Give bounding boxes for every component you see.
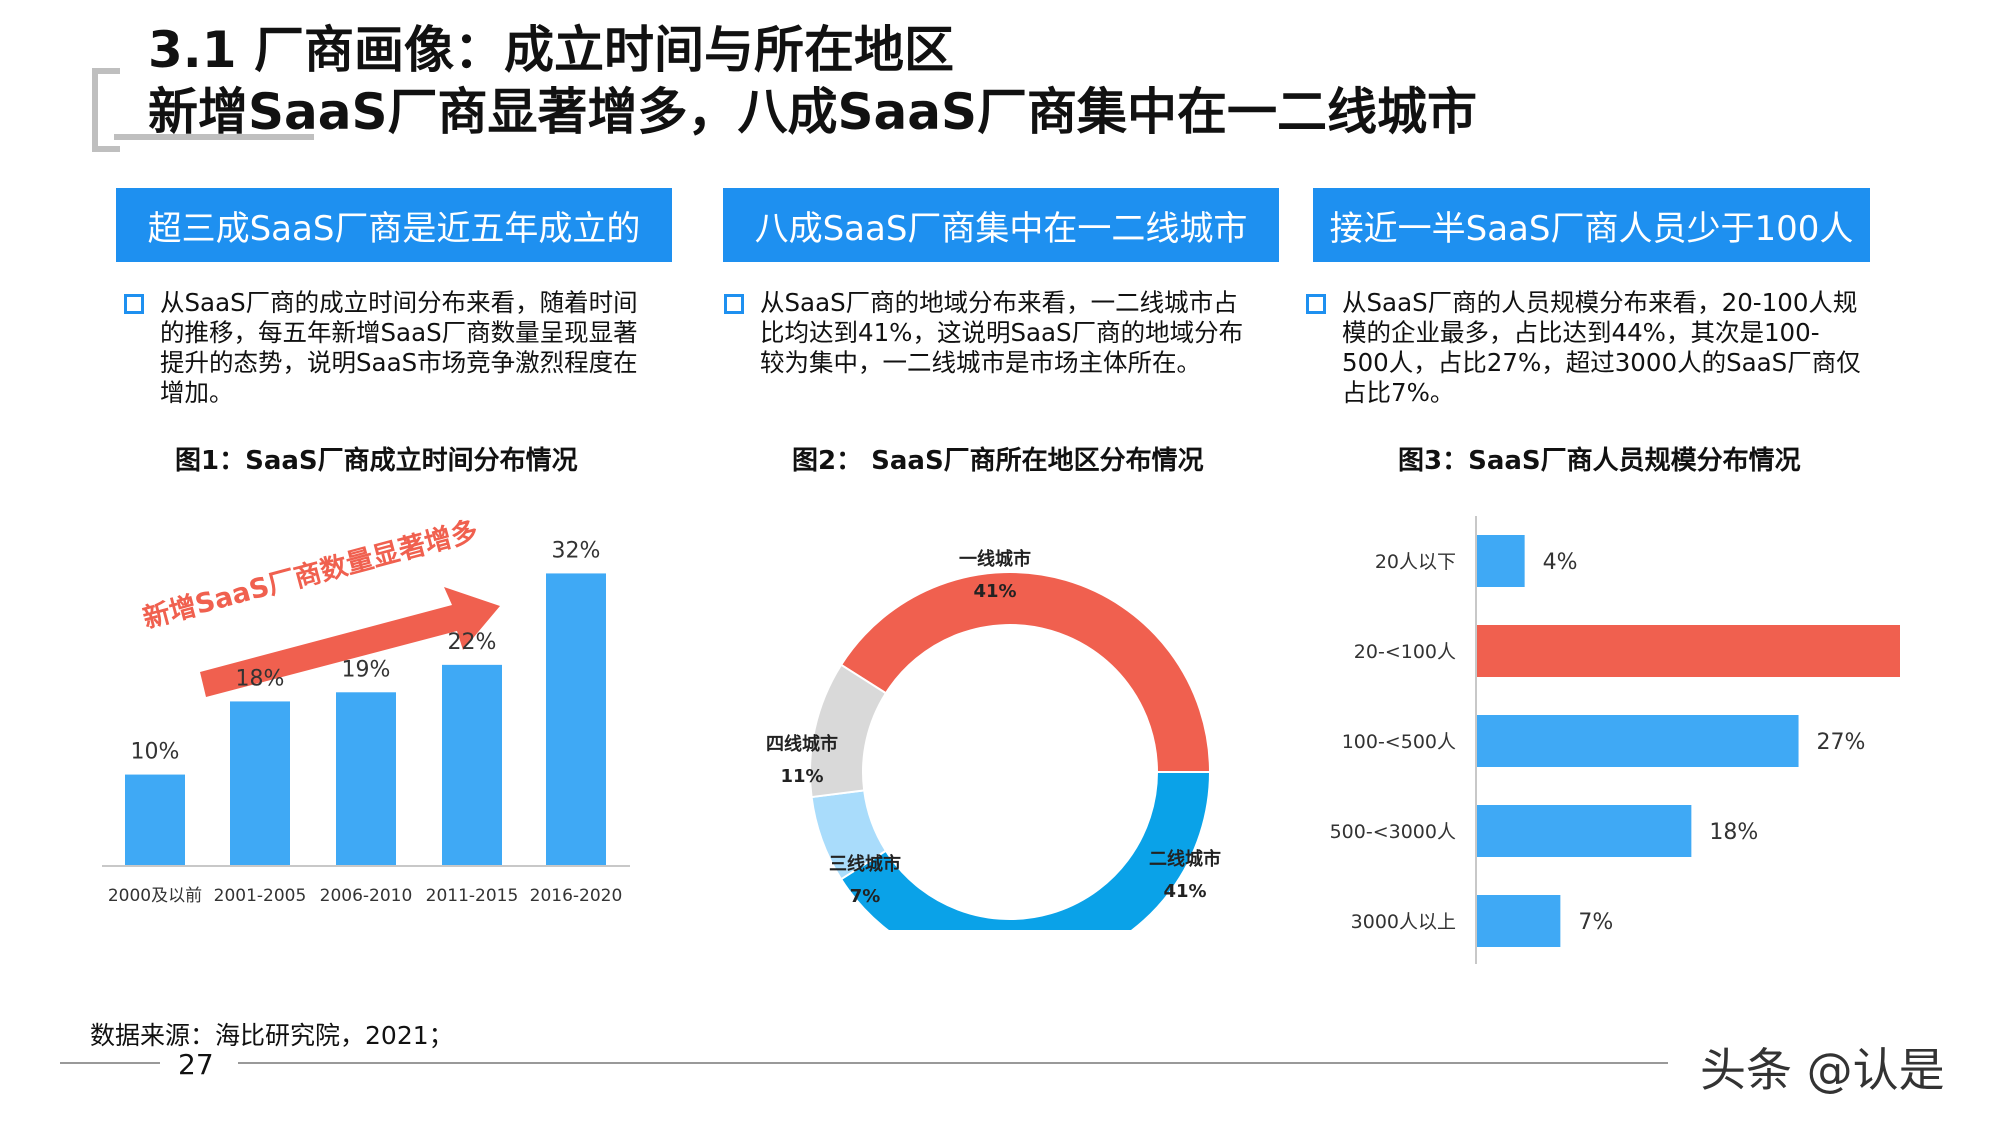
bar-value-label: 4%: [1543, 550, 1578, 575]
bar-value-label: 18%: [236, 666, 285, 691]
donut-slice: [839, 571, 1212, 773]
bar: [1477, 895, 1561, 947]
panel-2-text-line: 比均达到41%，这说明SaaS厂商的地域分布: [760, 318, 1244, 347]
page-subtitle: 新增SaaS厂商显著增多，八成SaaS厂商集中在一二线城市: [148, 83, 1478, 141]
category-label: 2016-2020: [530, 886, 623, 906]
figure-2-title: 图2： SaaS厂商所在地区分布情况: [792, 446, 1204, 476]
bullet-icon: [124, 294, 144, 314]
bullet-icon: [1306, 294, 1326, 314]
panel-1-heading: 超三成SaaS厂商是近五年成立的: [116, 188, 672, 262]
panel-2-text-line: 从SaaS厂商的地域分布来看，一二线城市占: [760, 288, 1238, 317]
bar-value-label: 19%: [342, 657, 391, 682]
data-source: 数据来源：海比研究院，2021；: [90, 1021, 454, 1050]
panel-1-text-line: 提升的态势，说明SaaS市场竞争激烈程度在: [160, 348, 638, 377]
bar: [1477, 805, 1692, 857]
category-label: 2011-2015: [426, 886, 519, 906]
donut-slice: [839, 771, 1212, 930]
page-title: 3.1 厂商画像：成立时间与所在地区: [148, 21, 954, 79]
slice-name-label: 一线城市: [959, 548, 1031, 570]
panel-1-text-line: 增加。: [160, 378, 234, 407]
panel-1-text-line: 从SaaS厂商的成立时间分布来看，随着时间: [160, 288, 638, 317]
bar: [336, 692, 396, 866]
bar-value-label: 32%: [552, 538, 601, 563]
bar: [125, 774, 185, 866]
panel-3-text-line: 500人，占比27%，超过3000人的SaaS厂商仅: [1342, 348, 1861, 377]
slice-value-label: 7%: [850, 886, 881, 907]
panel-3-text-line: 模的企业最多，占比达到44%，其次是100-: [1342, 318, 1820, 347]
figure-3-title: 图3：SaaS厂商人员规模分布情况: [1398, 446, 1801, 476]
panel-1-text-line: 的推移，每五年新增SaaS厂商数量呈现显著: [160, 318, 638, 347]
watermark-signature: 头条 @认是: [1700, 1043, 1945, 1097]
bar-value-label: 10%: [131, 740, 180, 765]
panel-3-heading: 接近一半SaaS厂商人员少于100人: [1313, 188, 1870, 262]
chart-region-distribution: 一线城市 41% 二线城市 41% 三线城市 7% 四线城市 11%: [766, 548, 1221, 930]
panel-2-text-line: 较为集中，一二线城市是市场主体所在。: [760, 348, 1201, 377]
footer-rule-right: [238, 1062, 1668, 1064]
footer-rule-left: [60, 1062, 160, 1064]
panel-3-text: 从SaaS厂商的人员规模分布来看，20-100人规 模的企业最多，占比达到44%…: [1342, 288, 1862, 408]
category-label: 20-<100人: [1354, 641, 1456, 663]
title-bracket-decoration: [92, 68, 120, 152]
bar: [1477, 535, 1525, 587]
bar-value-label: 7%: [1578, 910, 1613, 935]
category-label: 20人以下: [1375, 551, 1456, 573]
category-label: 2001-2005: [214, 886, 307, 906]
slice-name-label: 二线城市: [1149, 848, 1221, 870]
bar: [1477, 715, 1799, 767]
bar-value-label: 18%: [1709, 820, 1758, 845]
chart-founding-time: 新增SaaS厂商数量显著增多 10%2000及以前18%2001-200519%…: [102, 514, 630, 906]
panel-3-text-line: 从SaaS厂商的人员规模分布来看，20-100人规: [1342, 288, 1858, 317]
category-label: 2000及以前: [108, 886, 202, 906]
category-label: 2006-2010: [320, 886, 413, 906]
title-bracket-underline: [114, 134, 314, 140]
bar: [442, 664, 502, 866]
figure-1-title: 图1：SaaS厂商成立时间分布情况: [175, 446, 578, 476]
bar: [230, 701, 290, 866]
slice-value-label: 11%: [780, 766, 823, 787]
category-label: 100-<500人: [1342, 731, 1456, 753]
chart-staff-size: 20人以下4%20-<100人44%100-<500人27%500-<3000人…: [1330, 516, 1900, 964]
bar-value-label: 22%: [448, 630, 497, 655]
growth-arrow-icon: [200, 587, 500, 697]
slice-name-label: 三线城市: [829, 853, 901, 875]
donut-slice: [809, 663, 888, 799]
page-number: 27: [178, 1048, 214, 1081]
slice-value-label: 41%: [1163, 881, 1206, 902]
category-label: 3000人以上: [1351, 911, 1456, 933]
bar: [1477, 625, 1900, 677]
panel-1-text: 从SaaS厂商的成立时间分布来看，随着时间 的推移，每五年新增SaaS厂商数量呈…: [160, 288, 660, 408]
panel-2-text: 从SaaS厂商的地域分布来看，一二线城市占 比均达到41%，这说明SaaS厂商的…: [760, 288, 1260, 378]
bar-value-label: 27%: [1817, 730, 1866, 755]
slice-name-label: 四线城市: [766, 733, 838, 755]
panel-3-text-line: 占比7%。: [1342, 378, 1455, 407]
bullet-icon: [724, 294, 744, 314]
bar: [546, 573, 606, 866]
panel-2-heading: 八成SaaS厂商集中在一二线城市: [723, 188, 1279, 262]
category-label: 500-<3000人: [1330, 821, 1456, 843]
slice-value-label: 41%: [973, 581, 1016, 602]
